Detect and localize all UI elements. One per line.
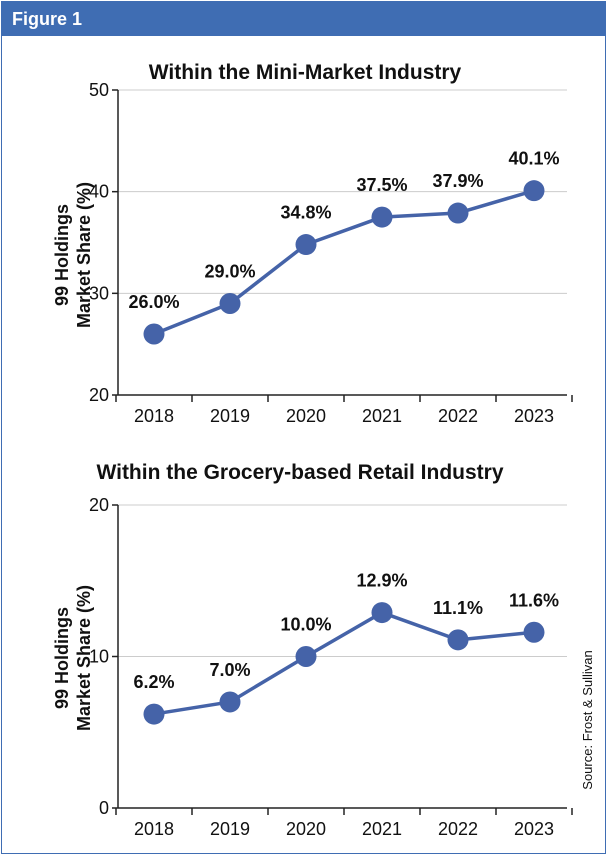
y-axis-label-line1: 99 Holdings xyxy=(52,607,72,709)
figure-label: Figure 1 xyxy=(12,9,83,29)
data-label: 34.8% xyxy=(280,203,331,223)
data-label: 40.1% xyxy=(508,149,559,169)
x-tick-label: 2019 xyxy=(210,406,250,426)
data-point xyxy=(523,180,545,202)
series-line xyxy=(153,610,535,716)
data-point xyxy=(295,234,317,256)
data-point xyxy=(295,646,317,667)
data-label: 7.0% xyxy=(209,660,250,680)
y-tick-label: 0 xyxy=(99,798,109,818)
chart-title: Within the Grocery-based Retail Industry xyxy=(96,461,503,484)
data-point xyxy=(371,206,393,228)
x-tick-label: 2021 xyxy=(362,819,402,839)
x-tick-label: 2021 xyxy=(362,406,402,426)
x-tick-label: 2023 xyxy=(514,406,554,426)
data-label: 37.5% xyxy=(356,175,407,195)
data-label: 11.1% xyxy=(433,598,483,618)
data-point xyxy=(371,602,393,624)
y-tick-label: 20 xyxy=(89,495,109,515)
x-tick-label: 2020 xyxy=(286,819,326,839)
x-tick-label: 2022 xyxy=(438,406,478,426)
series-line xyxy=(153,188,535,336)
y-axis-label-line1: 99 Holdings xyxy=(52,204,72,306)
data-point xyxy=(219,293,241,314)
data-label: 29.0% xyxy=(204,262,255,282)
data-label: 37.9% xyxy=(432,171,483,191)
data-point xyxy=(447,629,469,651)
source-note: Source: Frost & Sullivan xyxy=(580,650,595,789)
y-tick-label: 50 xyxy=(89,80,109,100)
y-tick-label: 10 xyxy=(89,647,109,667)
y-tick-label: 40 xyxy=(89,182,109,202)
data-point xyxy=(447,202,469,224)
data-point xyxy=(523,621,545,643)
data-label: 26.0% xyxy=(128,292,179,312)
data-label: 10.0% xyxy=(280,615,331,635)
x-tick-label: 2022 xyxy=(438,819,478,839)
x-tick-label: 2020 xyxy=(286,406,326,426)
y-tick-label: 30 xyxy=(89,283,109,303)
y-axis-label-line2: Market Share (%) xyxy=(74,585,94,731)
x-tick-label: 2019 xyxy=(210,819,250,839)
y-tick-label: 20 xyxy=(89,385,109,405)
x-tick-label: 2023 xyxy=(514,819,554,839)
data-point xyxy=(143,703,165,725)
figure-header-bar: Figure 1 xyxy=(2,2,605,36)
mini-market-chart: Within the Mini-Market Industry 99 Holdi… xyxy=(52,61,573,426)
grocery-retail-chart: Within the Grocery-based Retail Industry… xyxy=(52,461,573,839)
data-point xyxy=(143,323,165,345)
data-label: 12.9% xyxy=(356,571,407,591)
y-axis-label-line2: Market Share (%) xyxy=(74,182,94,328)
x-tick-label: 2018 xyxy=(134,819,174,839)
data-label: 11.6% xyxy=(509,590,559,610)
x-tick-label: 2018 xyxy=(134,406,174,426)
data-label: 6.2% xyxy=(133,672,174,692)
data-point xyxy=(219,691,241,713)
chart-title: Within the Mini-Market Industry xyxy=(149,61,462,84)
